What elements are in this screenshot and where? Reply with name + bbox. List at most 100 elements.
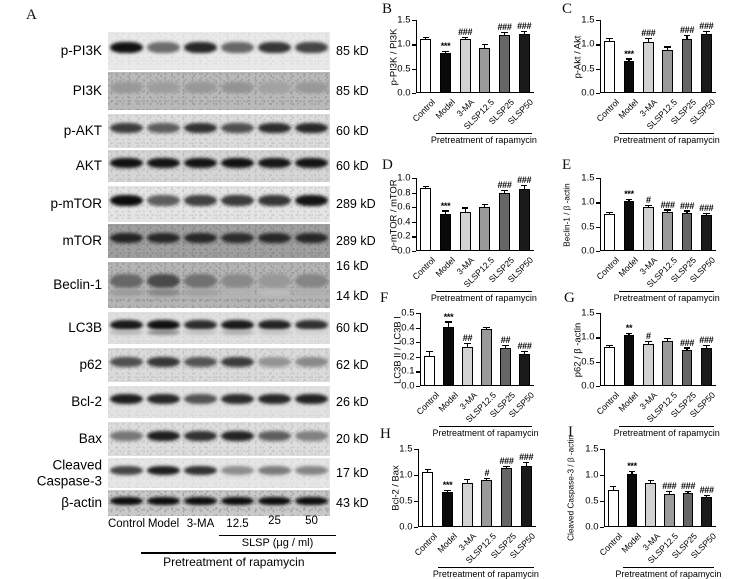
error-bar: [484, 205, 486, 208]
error-bar-cap: [664, 46, 671, 48]
blot-membrane-image: [108, 114, 330, 148]
y-tick: [599, 475, 604, 477]
significance-marker: ###: [662, 481, 677, 492]
y-tick-label: 0.0: [397, 245, 411, 257]
error-bar-cap: [628, 470, 636, 472]
bar: [642, 207, 654, 251]
blot-lane: [293, 490, 330, 516]
bar: [681, 38, 693, 93]
error-bar-cap: [464, 343, 471, 345]
blot-lane: [256, 150, 293, 182]
blot-lane: [256, 312, 293, 344]
blot-lane: [145, 186, 182, 222]
blot-row: β-actin 43 kD: [61, 490, 369, 516]
error-bar-cap: [445, 321, 452, 323]
blot-band-secondary: [147, 330, 180, 335]
bar: [462, 346, 473, 386]
bar: [608, 489, 619, 527]
error-bar-cap: [501, 189, 508, 191]
x-axis: [416, 91, 534, 93]
bar: [500, 468, 512, 527]
panel-a-lane-label: 3-MA: [186, 518, 215, 530]
blot-band-secondary: [295, 330, 328, 335]
blot-band: [184, 274, 217, 288]
blot-band-secondary: [221, 330, 254, 335]
blot-band: [147, 431, 180, 441]
blot-band-secondary: [184, 289, 217, 296]
error-bar: [466, 344, 469, 347]
y-axis: [418, 449, 420, 527]
blot-band: [110, 123, 143, 133]
blot-band: [110, 357, 143, 367]
significance-marker: ###: [499, 455, 514, 466]
y-tick-label: 0.4: [401, 322, 415, 334]
blot-label: PI3K: [72, 82, 102, 98]
y-tick-label: 1.0: [399, 469, 413, 481]
plot-area: 0.0 0.5 1.0 1.5 p-PI3K / PI3K Control *** Model…: [388, 15, 537, 146]
error-bar-cap: [481, 43, 489, 45]
blot-band: [258, 466, 291, 475]
significance-marker: ##: [500, 334, 511, 345]
y-axis-label: Bcl-2 / Bax: [389, 465, 401, 511]
bar: [424, 356, 435, 386]
panel-c-bar-chart: C 0.0 0.5 1.0 1.5 p-Akt / Akt Control *** Model #…: [560, 0, 743, 146]
bar: [604, 347, 616, 386]
blot-lane: [219, 262, 256, 308]
error-bar: [686, 348, 688, 350]
blot-band-secondary: [221, 289, 254, 296]
significance-marker: ###: [679, 25, 695, 36]
blot-lane: [182, 422, 219, 456]
error-bar-cap: [625, 58, 633, 60]
error-bar-cap: [664, 209, 671, 211]
blot-band-secondary: [184, 330, 217, 335]
bar: [461, 483, 473, 527]
x-axis: [604, 525, 716, 527]
plot-area: 0.0 0.1 0.2 0.3 0.4 0.5 LC3B II / LC3B I Contro…: [392, 308, 539, 439]
film-grain: [108, 114, 330, 148]
y-axis-label-wrap: Cleaved Caspase-3 / β -actin: [564, 435, 578, 541]
error-bar-cap: [461, 36, 469, 39]
blot-lane: [219, 32, 256, 70]
bar: [664, 493, 675, 527]
blot-lane: [293, 386, 330, 418]
y-tick-label: 0.8: [397, 187, 411, 199]
blot-band: [221, 195, 254, 206]
y-tick-label: 0.5: [581, 63, 595, 75]
blot-membrane-image: [108, 348, 330, 382]
bar: [420, 38, 432, 93]
blot-lane: [256, 224, 293, 258]
error-bar-cap: [520, 30, 528, 33]
significance-marker: ###: [699, 203, 714, 214]
blot-band: [110, 466, 143, 475]
error-bar-cap: [463, 479, 471, 481]
blot-molecular-weight: 85 kD: [336, 83, 369, 98]
blot-band: [258, 431, 291, 441]
blot-band: [147, 82, 180, 93]
blot-lane: [145, 32, 182, 70]
y-tick-label: 1.5: [581, 172, 595, 184]
error-bar: [668, 492, 670, 494]
y-tick: [411, 93, 416, 95]
bar: [498, 192, 510, 251]
bar: [500, 348, 511, 386]
bar: [642, 41, 654, 93]
blot-lane: [256, 490, 293, 516]
error-bar-cap: [444, 489, 451, 491]
error-bar: [647, 342, 649, 345]
blot-label: p-PI3K: [60, 42, 102, 58]
y-axis-label: Cleaved Caspase-3 / β -actin: [566, 435, 576, 541]
panel-letter-c: C: [562, 1, 573, 17]
blot-band: [147, 394, 180, 404]
significance-marker: ###: [680, 481, 696, 492]
y-tick: [411, 207, 416, 209]
y-tick-label: 1.5: [581, 307, 595, 319]
y-tick: [595, 361, 600, 363]
film-grain: [108, 186, 330, 222]
blot-lane: [219, 150, 256, 182]
blot-row: p-AKT 60 kD: [64, 114, 369, 148]
error-bar: [612, 487, 614, 490]
blot-band: [147, 233, 180, 243]
blot-lane: [293, 422, 330, 456]
x-tick-label: Model: [616, 97, 641, 121]
error-bar-cap: [683, 34, 691, 37]
